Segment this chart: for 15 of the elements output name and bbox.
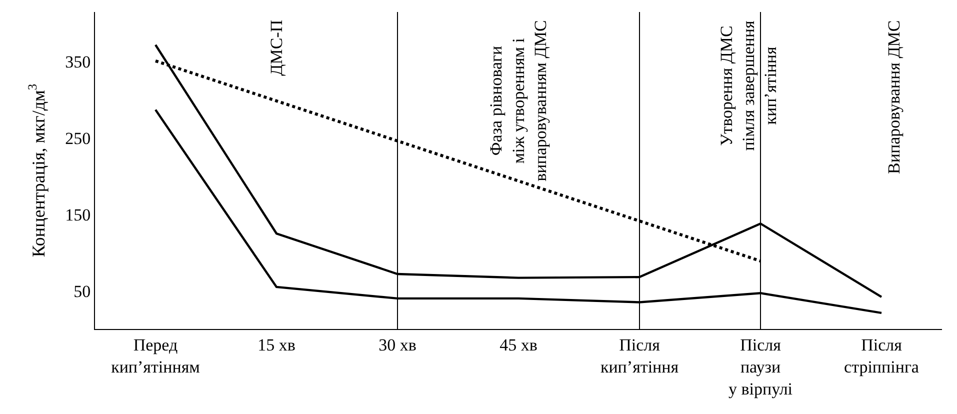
- y-tick-label: 150: [65, 205, 91, 224]
- x-tick-label: Після паузи у вірпулі: [728, 335, 793, 399]
- x-tick-label: Перед кип’ятінням: [111, 335, 200, 376]
- x-tick-label: 45 хв: [500, 335, 538, 354]
- x-tick-label: Після кип’ятіння: [600, 335, 679, 376]
- x-tick-label: 30 хв: [378, 335, 416, 354]
- annotation: Фаза рівноваги між утворенням і випаровуванням ДМС: [486, 20, 550, 182]
- y-tick-label: 250: [65, 128, 91, 148]
- y-tick-label: 50: [74, 282, 91, 301]
- x-tick-label: 15 хв: [258, 335, 296, 354]
- x-tick-label: Після стріппінга: [844, 335, 920, 376]
- annotation: ДМС-П: [267, 20, 286, 76]
- annotation: Утворення ДМС пімля завершення кип’ятіння: [717, 20, 780, 151]
- annotation: Випаровування ДМС: [884, 20, 904, 174]
- y-tick-label: 350: [65, 52, 91, 72]
